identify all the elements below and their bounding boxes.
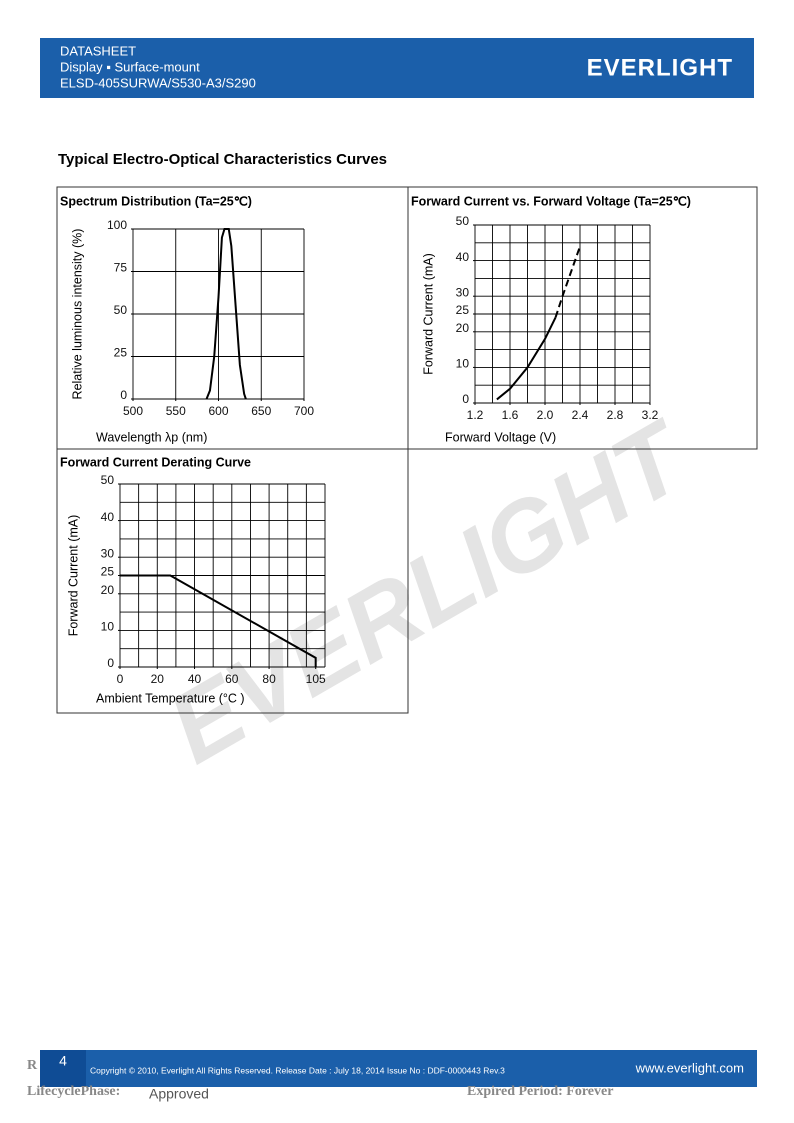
- x-tick-label: 20: [151, 672, 165, 686]
- x-axis-label: Forward Voltage (V): [445, 430, 556, 444]
- header-subtitle: Display ▪ Surface-mount: [60, 59, 200, 74]
- x-tick-label: 700: [294, 404, 314, 418]
- chart-title: Forward Current Derating Curve: [60, 455, 251, 469]
- x-tick-label: 550: [166, 404, 186, 418]
- curve: [554, 246, 581, 318]
- y-axis-label: Relative luminous intensity (%): [70, 229, 84, 400]
- y-axis-label: Forward Current (mA): [421, 253, 435, 375]
- x-tick-label: 105: [306, 672, 326, 686]
- y-tick-label: 0: [462, 392, 469, 406]
- page-box: [40, 1050, 86, 1087]
- charts: Spectrum Distribution (Ta=25℃)500 550 600 6…: [60, 194, 691, 705]
- header-part: ELSD-405SURWA/S530-A3/S290: [60, 75, 256, 90]
- footer-bar: [40, 1050, 757, 1087]
- curve: [205, 228, 247, 400]
- curve: [120, 574, 317, 667]
- x-tick-label: 80: [262, 672, 276, 686]
- logo: EVERLIGHT: [587, 54, 733, 81]
- y-tick-label: 40: [456, 250, 470, 264]
- x-tick-label: 60: [225, 672, 239, 686]
- y-tick-label: 25: [101, 565, 115, 579]
- expired-period: Expired Period: Forever: [467, 1084, 613, 1099]
- y-tick-label: 25: [456, 303, 470, 317]
- x-tick-label: 500: [123, 404, 143, 418]
- x-tick-label: 600: [208, 404, 228, 418]
- x-axis-label: Wavelength λp (nm): [96, 430, 207, 444]
- y-tick-label: 10: [456, 357, 470, 371]
- r-label: R: [27, 1058, 38, 1073]
- y-tick-label: 40: [101, 510, 115, 524]
- y-tick-label: 0: [120, 388, 127, 402]
- x-tick-label: 2.4: [572, 408, 589, 422]
- page-number: 4: [59, 1053, 67, 1069]
- header-bar: [40, 38, 754, 98]
- y-tick-label: 20: [456, 321, 470, 335]
- x-tick-label: 2.8: [607, 408, 624, 422]
- chart-frame: [56, 448, 409, 714]
- y-tick-label: 100: [107, 218, 127, 232]
- y-tick-label: 30: [101, 546, 115, 560]
- y-tick-label: 50: [114, 303, 128, 317]
- x-tick-label: 650: [251, 404, 271, 418]
- website[interactable]: www.everlight.com: [635, 1060, 744, 1075]
- x-tick-label: 0: [117, 672, 124, 686]
- y-tick-label: 30: [456, 285, 470, 299]
- copyright: Copyright © 2010, Everlight All Rights R…: [90, 1065, 505, 1075]
- x-tick-label: 1.2: [467, 408, 484, 422]
- y-tick-label: 25: [114, 346, 128, 360]
- lifecycle-value: Approved: [149, 1086, 209, 1102]
- curve: [496, 317, 557, 401]
- y-tick-label: 75: [114, 261, 128, 275]
- x-tick-label: 2.0: [537, 408, 554, 422]
- x-axis-label: Ambient Temperature (°C ): [96, 691, 245, 705]
- y-tick-label: 10: [101, 620, 115, 634]
- y-axis-label: Forward Current (mA): [66, 515, 80, 637]
- chart-title: Spectrum Distribution (Ta=25℃): [60, 194, 252, 208]
- y-tick-label: 0: [107, 656, 114, 670]
- y-tick-label: 20: [101, 583, 115, 597]
- section-title: Typical Electro-Optical Characteristics …: [58, 151, 387, 168]
- y-tick-label: 50: [456, 214, 470, 228]
- x-tick-label: 40: [188, 672, 202, 686]
- header-label: DATASHEET: [60, 43, 136, 58]
- lifecycle-label: LifecyclePhase:: [27, 1084, 120, 1099]
- x-tick-label: 3.2: [642, 408, 659, 422]
- chart-title: Forward Current vs. Forward Voltage (Ta=…: [411, 194, 691, 208]
- x-tick-label: 1.6: [502, 408, 519, 422]
- y-tick-label: 50: [101, 473, 115, 487]
